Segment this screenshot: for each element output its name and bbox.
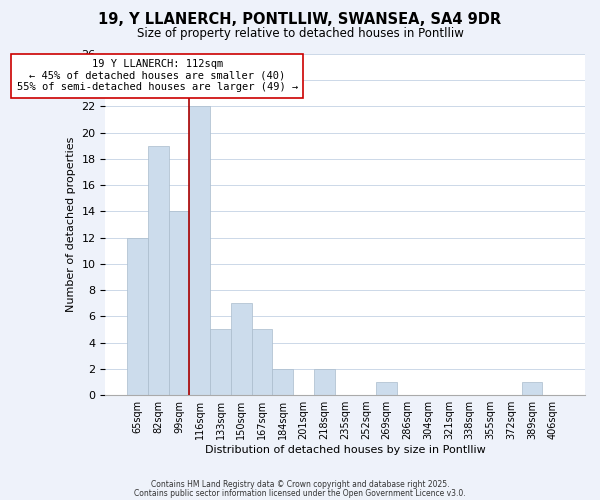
Text: 19, Y LLANERCH, PONTLLIW, SWANSEA, SA4 9DR: 19, Y LLANERCH, PONTLLIW, SWANSEA, SA4 9… xyxy=(98,12,502,28)
Bar xyxy=(210,330,231,395)
Text: Size of property relative to detached houses in Pontlliw: Size of property relative to detached ho… xyxy=(137,28,463,40)
Text: 19 Y LLANERCH: 112sqm
← 45% of detached houses are smaller (40)
55% of semi-deta: 19 Y LLANERCH: 112sqm ← 45% of detached … xyxy=(17,59,298,92)
Bar xyxy=(169,212,190,395)
Bar xyxy=(231,304,252,395)
Bar xyxy=(190,106,210,395)
Bar xyxy=(127,238,148,395)
Bar xyxy=(521,382,542,395)
Text: Contains HM Land Registry data © Crown copyright and database right 2025.: Contains HM Land Registry data © Crown c… xyxy=(151,480,449,489)
Bar xyxy=(148,146,169,395)
Bar xyxy=(376,382,397,395)
Bar xyxy=(314,369,335,395)
Bar xyxy=(272,369,293,395)
X-axis label: Distribution of detached houses by size in Pontlliw: Distribution of detached houses by size … xyxy=(205,445,485,455)
Bar xyxy=(252,330,272,395)
Y-axis label: Number of detached properties: Number of detached properties xyxy=(66,137,76,312)
Text: Contains public sector information licensed under the Open Government Licence v3: Contains public sector information licen… xyxy=(134,488,466,498)
